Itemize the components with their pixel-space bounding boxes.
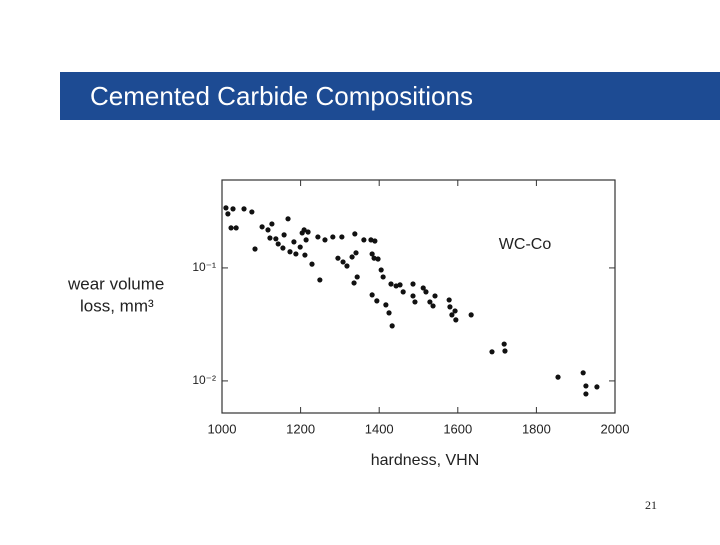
point — [430, 303, 436, 309]
point — [583, 391, 589, 397]
slide-title: Cemented Carbide Compositions — [90, 81, 473, 111]
point — [223, 205, 229, 211]
point — [353, 250, 359, 256]
point — [468, 312, 474, 318]
y-axis-label: wear volume — [67, 274, 164, 293]
point — [489, 349, 495, 355]
point — [423, 289, 429, 295]
annotation: WC-Co — [499, 236, 552, 253]
point — [259, 224, 265, 230]
point — [354, 274, 360, 280]
point — [293, 251, 299, 257]
page-number: 21 — [645, 498, 657, 512]
point — [452, 308, 458, 314]
point — [446, 297, 452, 303]
x-tick-label: 1200 — [286, 421, 315, 436]
point — [275, 241, 281, 247]
point — [225, 211, 231, 217]
point — [410, 281, 416, 287]
point — [241, 206, 247, 212]
point — [339, 234, 345, 240]
point — [380, 274, 386, 280]
point — [349, 254, 355, 260]
point — [374, 298, 380, 304]
point — [267, 235, 273, 241]
point — [273, 236, 279, 242]
point — [305, 229, 311, 235]
point — [583, 383, 589, 389]
point — [447, 304, 453, 310]
point — [233, 225, 239, 231]
point — [340, 259, 346, 265]
point — [369, 251, 375, 257]
point — [351, 280, 357, 286]
point — [368, 237, 374, 243]
x-tick-label: 1000 — [208, 421, 237, 436]
point — [303, 237, 309, 243]
point — [228, 225, 234, 231]
point — [580, 370, 586, 376]
point — [252, 246, 258, 252]
point — [287, 249, 293, 255]
point — [389, 323, 395, 329]
point — [352, 231, 358, 237]
point — [449, 312, 455, 318]
x-axis-label: hardness, VHN — [371, 452, 480, 469]
point — [378, 267, 384, 273]
point — [375, 256, 381, 262]
point — [301, 227, 307, 233]
point — [291, 239, 297, 245]
point — [330, 234, 336, 240]
point — [297, 244, 303, 250]
point — [594, 384, 600, 390]
point — [361, 237, 367, 243]
point — [453, 317, 459, 323]
point — [432, 293, 438, 299]
point — [388, 281, 394, 287]
point — [383, 302, 389, 308]
point — [281, 232, 287, 238]
point — [322, 237, 328, 243]
point — [412, 299, 418, 305]
point — [501, 341, 507, 347]
point — [555, 374, 561, 380]
point — [386, 310, 392, 316]
point — [502, 348, 508, 354]
point — [372, 238, 378, 244]
x-tick-label: 2000 — [601, 421, 630, 436]
point — [410, 293, 416, 299]
point — [344, 263, 350, 269]
point — [393, 283, 399, 289]
y-tick-label: 10⁻² — [192, 373, 216, 387]
plot-frame — [221, 179, 616, 414]
point — [249, 209, 255, 215]
point — [397, 282, 403, 288]
point — [400, 289, 406, 295]
x-tick-label: 1400 — [365, 421, 394, 436]
point — [265, 227, 271, 233]
title-bar — [60, 72, 720, 120]
point — [302, 252, 308, 258]
y-axis-label: loss, mm³ — [80, 296, 154, 315]
point — [317, 277, 323, 283]
y-tick-label: 10⁻¹ — [192, 260, 216, 274]
point — [285, 216, 291, 222]
point — [420, 285, 426, 291]
point — [309, 261, 315, 267]
point — [427, 299, 433, 305]
point — [280, 245, 286, 251]
x-tick-label: 1600 — [443, 421, 472, 436]
point — [335, 255, 341, 261]
point — [269, 221, 275, 227]
point — [371, 255, 377, 261]
point — [315, 234, 321, 240]
point — [369, 292, 375, 298]
point — [230, 206, 236, 212]
x-tick-label: 1800 — [522, 421, 551, 436]
